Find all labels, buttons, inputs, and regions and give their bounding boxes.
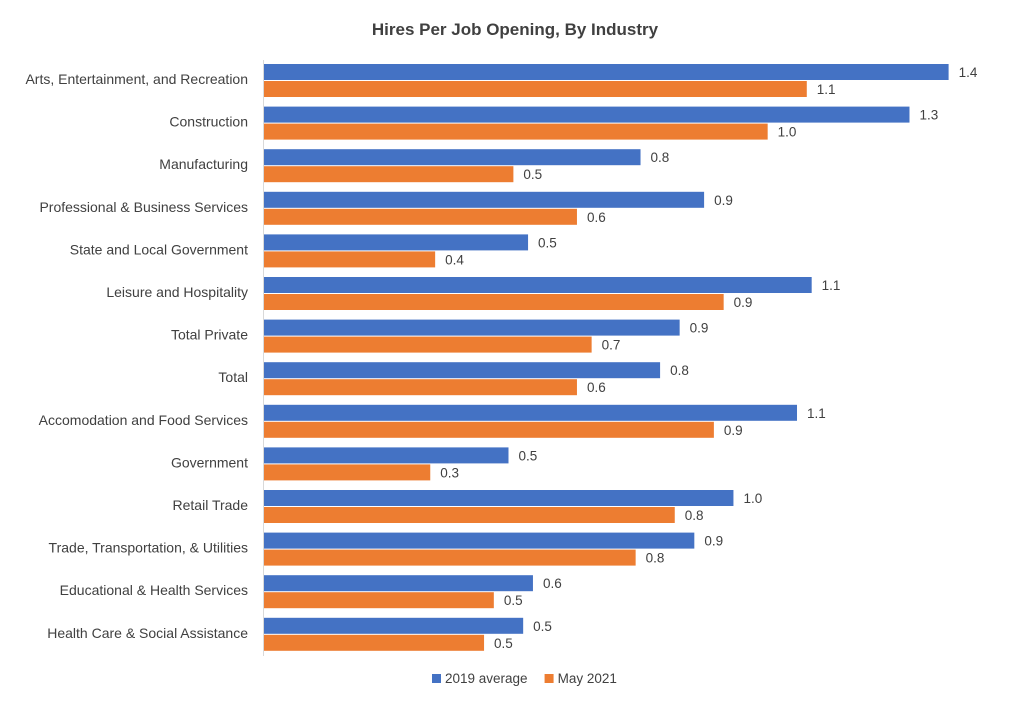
data-label: 0.9	[734, 295, 753, 310]
bar-series-1	[264, 404, 798, 421]
category-label: Leisure and Hospitality	[106, 284, 248, 300]
legend-label: 2019 average	[445, 671, 528, 686]
category-label: Trade, Transportation, & Utilities	[49, 540, 248, 556]
bar-series-2	[264, 336, 592, 353]
legend-label: May 2021	[558, 671, 617, 686]
bar-series-1	[264, 575, 533, 592]
data-label: 1.0	[778, 125, 797, 140]
bar-series-1	[264, 362, 661, 379]
data-label: 0.9	[704, 534, 723, 549]
category-label: Total Private	[171, 327, 248, 343]
data-label: 0.5	[504, 593, 523, 608]
data-label: 0.6	[587, 380, 606, 395]
bar-series-1	[264, 532, 695, 549]
legend-item: May 2021	[544, 671, 617, 686]
data-label: 0.9	[724, 423, 743, 438]
bar-series-2	[264, 123, 768, 140]
bar-series-1	[264, 319, 680, 336]
data-label: 0.9	[714, 193, 733, 208]
bar-series-2	[264, 294, 724, 310]
data-label: 1.3	[919, 108, 938, 123]
legend: 2019 average May 2021	[432, 671, 617, 686]
bar-series-2	[264, 166, 514, 183]
data-label: 0.9	[690, 321, 709, 336]
bar-series-2	[264, 549, 636, 566]
category-label: Professional & Business Services	[39, 199, 248, 215]
bar-series-2	[264, 81, 807, 97]
data-label: 0.5	[494, 636, 513, 651]
data-label: 0.8	[646, 551, 665, 566]
bar-series-1	[264, 490, 734, 506]
bar-series-1	[264, 617, 524, 634]
bar-series-2	[264, 592, 494, 609]
bar-series-1	[264, 64, 949, 80]
data-label: 0.8	[670, 363, 689, 378]
category-label: Accomodation and Food Services	[39, 412, 248, 428]
data-label: 1.1	[822, 278, 841, 293]
data-label: 1.1	[817, 82, 836, 97]
bar-series-2	[264, 379, 577, 396]
data-label: 1.0	[743, 491, 762, 506]
legend-item: 2019 average	[432, 671, 528, 686]
category-label: Total	[218, 369, 248, 385]
data-label: 0.7	[602, 338, 621, 353]
category-label: Health Care & Social Assistance	[47, 625, 248, 641]
bar-series-1	[264, 447, 509, 464]
data-label: 0.5	[533, 619, 552, 634]
bars	[264, 64, 949, 651]
data-label: 0.5	[523, 167, 542, 182]
data-label: 0.5	[538, 235, 557, 250]
data-label: 0.3	[440, 465, 459, 480]
data-label: 1.4	[959, 65, 978, 80]
bar-series-1	[264, 277, 812, 293]
bar-series-1	[264, 234, 529, 251]
category-label: Educational & Health Services	[60, 582, 248, 598]
data-label: 0.5	[519, 448, 538, 463]
bar-series-2	[264, 208, 577, 225]
bar-series-2	[264, 464, 431, 481]
bar-series-1	[264, 106, 910, 123]
bar-series-1	[264, 191, 705, 208]
data-label: 1.1	[807, 406, 826, 421]
data-label: 0.4	[445, 252, 464, 267]
bar-series-2	[264, 251, 436, 268]
category-label: Government	[171, 454, 248, 470]
category-labels: Arts, Entertainment, and Recreation Const…	[25, 71, 248, 641]
category-label: Arts, Entertainment, and Recreation	[25, 71, 248, 87]
chart-title: Hires Per Job Opening, By Industry	[372, 20, 659, 39]
bar-series-1	[264, 149, 641, 166]
value-labels: 1.41.11.31.00.80.50.90.60.50.41.10.90.90…	[440, 65, 978, 651]
legend-swatch	[432, 674, 441, 683]
data-label: 0.6	[543, 576, 562, 591]
bar-series-2	[264, 507, 675, 523]
bar-series-2	[264, 421, 714, 438]
data-label: 0.8	[685, 508, 704, 523]
bar-series-2	[264, 634, 485, 651]
legend-swatch	[544, 674, 554, 683]
data-label: 0.8	[651, 150, 670, 165]
category-label: Manufacturing	[159, 156, 248, 172]
category-label: Construction	[169, 114, 248, 130]
category-label: State and Local Government	[70, 241, 248, 257]
category-label: Retail Trade	[173, 497, 249, 513]
data-label: 0.6	[587, 210, 606, 225]
